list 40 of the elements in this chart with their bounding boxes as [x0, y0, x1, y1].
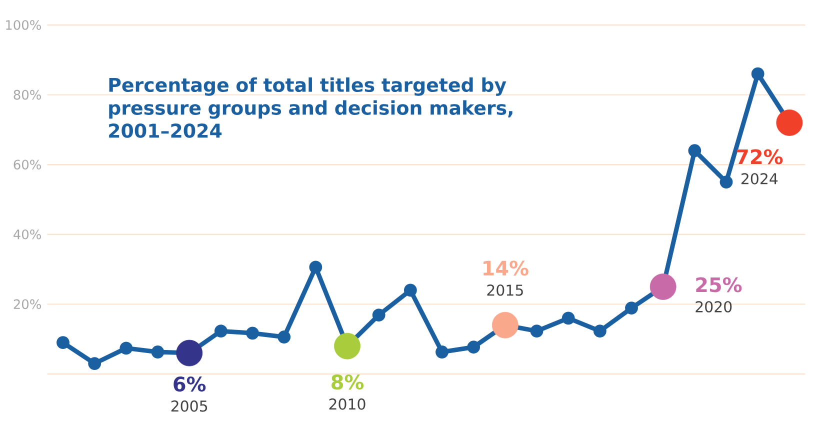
point: [214, 324, 228, 338]
point: [436, 346, 448, 358]
point: [56, 336, 70, 350]
point: [688, 144, 702, 158]
point: [309, 260, 322, 274]
point: [246, 326, 259, 340]
point: [176, 340, 203, 366]
data-label: 25%: [696, 277, 742, 292]
point: [151, 346, 164, 358]
y-tick-label: 100%: [6, 20, 41, 30]
y-tick-label: 80%: [14, 90, 41, 100]
point: [720, 176, 733, 188]
annotation: 2024: [742, 173, 778, 184]
point: [530, 324, 544, 338]
data-label: 8%: [332, 374, 364, 390]
annotation: 2015: [487, 284, 523, 296]
y-tick-label: 20%: [14, 299, 41, 310]
point: [372, 308, 386, 322]
y-tick-label: 40%: [14, 230, 41, 240]
point: [593, 324, 606, 338]
point: [404, 284, 417, 297]
data-label: 6%: [174, 376, 206, 392]
point: [334, 332, 360, 360]
point: [492, 312, 518, 338]
data-label: 72%: [736, 149, 783, 164]
text: Percentage of total titles targeted by pressure groups and decision makers, 2001–2024: [109, 77, 512, 138]
point: [88, 357, 102, 370]
point: [625, 302, 638, 314]
text: 2010: [329, 398, 366, 410]
point: [751, 67, 764, 80]
data-label: 14%: [484, 260, 528, 276]
point: [776, 110, 803, 136]
text: 2005: [171, 400, 208, 412]
point: [120, 342, 133, 355]
point: [278, 330, 291, 344]
point: [467, 340, 480, 354]
point: [562, 312, 575, 325]
y-tick-label: 60%: [14, 160, 41, 170]
point: [650, 274, 676, 300]
annotation: 2020: [696, 301, 732, 312]
